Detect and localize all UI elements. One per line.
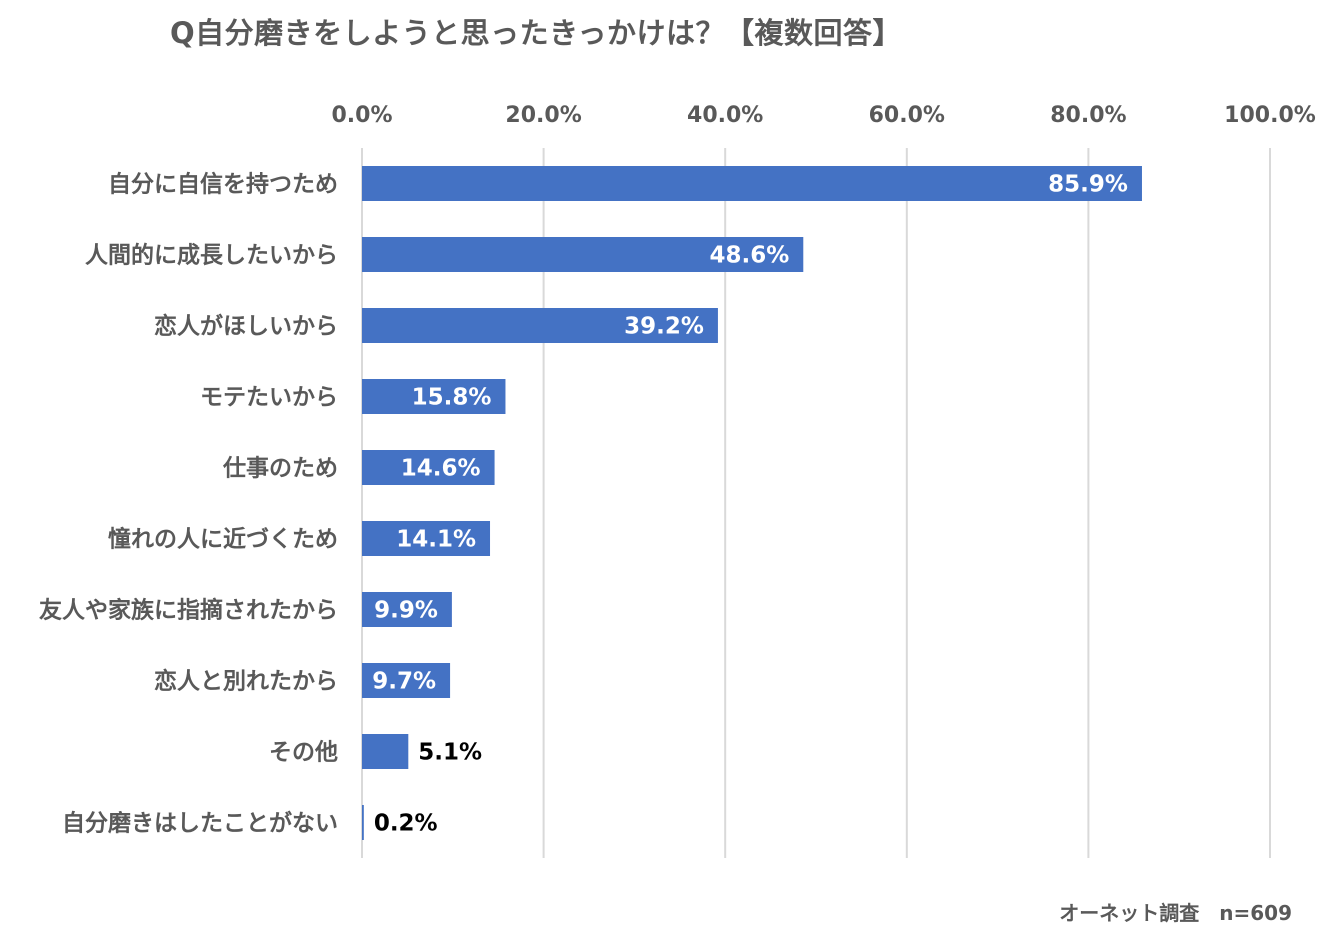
x-tick-label: 80.0% [1050,103,1126,128]
bar [362,663,451,698]
survey-note: オーネット調査 n=609 [1059,901,1292,925]
data-label: 9.9% [374,598,438,624]
bar [362,379,506,414]
bar [362,521,491,556]
x-tick-label: 60.0% [869,103,945,128]
chart-title: Q自分磨きをしようと思ったきっかけは？【複数回答】 [170,16,902,50]
bar [362,805,364,840]
x-tick-label: 0.0% [331,103,392,128]
data-label: 15.8% [412,385,492,411]
data-label: 48.6% [709,243,789,269]
x-tick-label: 40.0% [687,103,763,128]
category-label: 友人や家族に指摘されたから [39,597,338,624]
data-label: 9.7% [372,669,436,695]
x-tick-label: 100.0% [1224,103,1316,128]
bar [362,166,1142,201]
category-label: 仕事のため [222,455,338,482]
category-label: 憧れの人に近づくため [108,526,338,553]
category-labels: 自分に自信を持つため人間的に成長したいから恋人がほしいからモテたいから仕事のため… [39,171,338,837]
category-label: モテたいから [200,385,338,411]
category-label: 恋人がほしいから [154,313,338,340]
bar [362,237,804,272]
category-label: 人間的に成長したいから [85,242,338,269]
data-label: 85.9% [1048,172,1128,198]
data-label: 14.6% [401,456,481,482]
category-label: 恋人と別れたから [154,668,338,695]
x-axis-ticks: 0.0% 20.0% 40.0% 60.0% 80.0% 100.0% [331,103,1315,128]
category-label: 自分に自信を持つため [108,171,338,198]
category-label: その他 [269,740,338,766]
category-label: 自分磨きはしたことがない [62,810,338,837]
data-label: 39.2% [624,314,704,340]
x-tick-label: 20.0% [505,103,581,128]
data-labels: 85.9% 48.6% 39.2% 15.8% 14.6% 14.1% 9.9% 9.7% 5.… [372,172,1128,837]
data-label: 5.1% [418,740,482,766]
data-label: 0.2% [374,811,438,837]
bar [362,592,452,627]
data-label: 14.1% [396,527,476,553]
bar [362,450,495,485]
bars [362,166,1142,840]
bar [362,308,718,343]
bar [362,734,409,769]
